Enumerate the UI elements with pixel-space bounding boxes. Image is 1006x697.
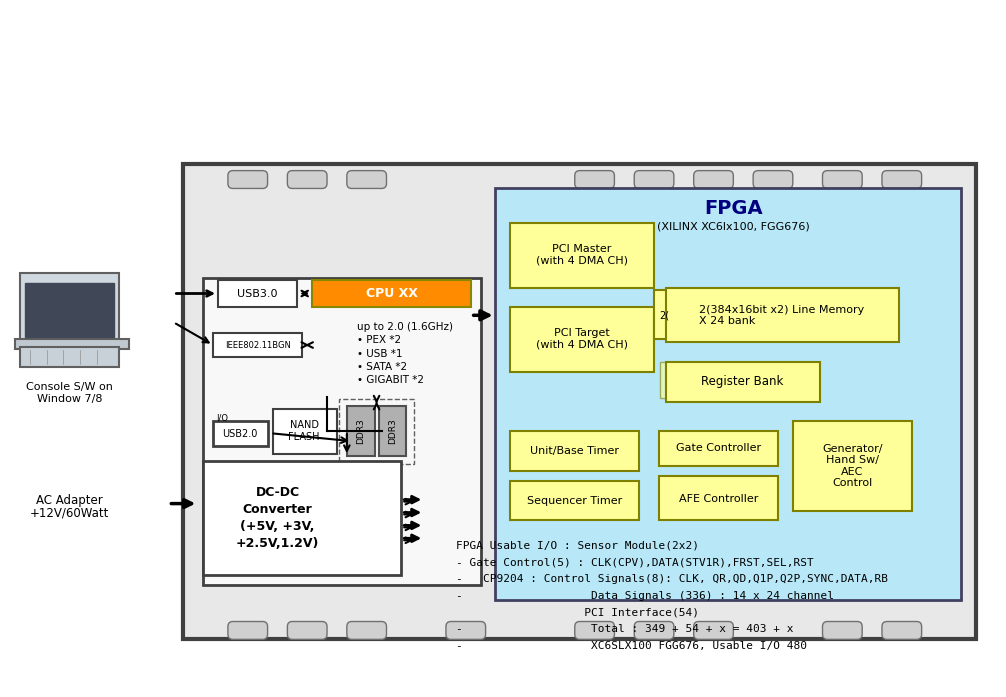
Text: -                   XC6SLX100 FGG676, Usable I/O 480: - XC6SLX100 FGG676, Usable I/O 480 (456, 641, 807, 651)
Bar (218, 279, 298, 307)
Text: 2(384x16bit x2) Line Memory
X 24 bank: 2(384x16bit x2) Line Memory X 24 bank (698, 305, 864, 326)
Text: Console S/W on: Console S/W on (26, 382, 113, 392)
Bar (213, 422, 268, 446)
Text: NAND
FLASH: NAND FLASH (289, 420, 320, 442)
FancyBboxPatch shape (694, 622, 733, 639)
FancyBboxPatch shape (753, 171, 793, 188)
FancyBboxPatch shape (288, 171, 327, 188)
Bar (347, 406, 374, 456)
FancyBboxPatch shape (347, 171, 386, 188)
Text: Register Bank: Register Bank (701, 375, 784, 388)
Bar (793, 422, 911, 510)
FancyBboxPatch shape (228, 622, 268, 639)
FancyBboxPatch shape (694, 171, 733, 188)
Text: PCI Interface(54): PCI Interface(54) (456, 608, 699, 618)
Text: Gate Controller: Gate Controller (676, 443, 761, 453)
Bar (203, 277, 481, 585)
Bar (378, 406, 406, 456)
Bar (666, 288, 898, 342)
FancyBboxPatch shape (347, 622, 386, 639)
FancyBboxPatch shape (228, 171, 268, 188)
Text: 2(: 2( (659, 310, 669, 321)
Bar (510, 307, 654, 372)
Text: Unit/Base Timer: Unit/Base Timer (530, 446, 620, 456)
Bar (20, 273, 119, 342)
Text: I/O: I/O (216, 414, 228, 423)
Bar (654, 289, 674, 339)
Text: Sequencer Timer: Sequencer Timer (527, 496, 623, 505)
Text: DC-DC
Converter
(+5V, +3V,
+2.5V,1.2V): DC-DC Converter (+5V, +3V, +2.5V,1.2V) (235, 487, 319, 551)
Text: -                   Data Signals (336) : 14 x 24 channel: - Data Signals (336) : 14 x 24 channel (456, 591, 834, 601)
Bar (20, 347, 119, 367)
Bar (213, 333, 302, 357)
Bar (510, 223, 654, 288)
Bar (15, 339, 129, 349)
Bar (496, 188, 962, 599)
Text: PCI Master
(with 4 DMA CH): PCI Master (with 4 DMA CH) (536, 244, 628, 266)
Text: DDR3: DDR3 (388, 418, 397, 444)
Text: USB2.0: USB2.0 (222, 429, 258, 439)
Bar (659, 431, 778, 466)
Text: FPGA: FPGA (704, 199, 763, 218)
Text: +12V/60Watt: +12V/60Watt (30, 506, 109, 519)
Bar (659, 476, 778, 521)
Text: (XILINX XC6lx100, FGG676): (XILINX XC6lx100, FGG676) (657, 221, 810, 231)
Text: -   CP9204 : Control Signals(8): CLK, QR,QD,Q1P,Q2P,SYNC,DATA,RB: - CP9204 : Control Signals(8): CLK, QR,Q… (456, 574, 888, 584)
Bar (25, 282, 114, 337)
Text: -                   Total : 349 + 54 + x = 403 + x: - Total : 349 + 54 + x = 403 + x (456, 625, 794, 634)
Bar (666, 362, 820, 401)
Bar (510, 431, 639, 471)
Text: AC Adapter: AC Adapter (36, 494, 103, 507)
Text: DDR3: DDR3 (356, 418, 365, 444)
Text: up to 2.0 (1.6GHz)
• PEX *2
• USB *1
• SATA *2
• GIGABIT *2: up to 2.0 (1.6GHz) • PEX *2 • USB *1 • S… (357, 322, 453, 385)
Text: - Gate Control(5) : CLK(CPV),DATA(STV1R),FRST,SEL,RST: - Gate Control(5) : CLK(CPV),DATA(STV1R)… (456, 557, 814, 567)
Bar (183, 164, 976, 639)
FancyBboxPatch shape (574, 622, 615, 639)
Text: AFE Controller: AFE Controller (679, 493, 759, 504)
Text: Window 7/8: Window 7/8 (36, 394, 103, 404)
Bar (203, 461, 401, 575)
Bar (273, 409, 337, 454)
Text: PCI Target
(with 4 DMA CH): PCI Target (with 4 DMA CH) (536, 328, 628, 350)
Text: USB3.0: USB3.0 (237, 289, 278, 298)
FancyBboxPatch shape (634, 171, 674, 188)
FancyBboxPatch shape (823, 171, 862, 188)
Text: FPGA Usable I/O : Sensor Module(2x2): FPGA Usable I/O : Sensor Module(2x2) (456, 540, 699, 550)
Text: IEEE802.11BGN: IEEE802.11BGN (224, 341, 291, 349)
FancyBboxPatch shape (574, 171, 615, 188)
Text: Generator/
Hand Sw/
AEC
Control: Generator/ Hand Sw/ AEC Control (822, 443, 882, 489)
Bar (510, 481, 639, 521)
FancyBboxPatch shape (882, 622, 921, 639)
Bar (339, 399, 414, 464)
FancyBboxPatch shape (823, 622, 862, 639)
FancyBboxPatch shape (446, 622, 486, 639)
FancyBboxPatch shape (882, 171, 921, 188)
FancyBboxPatch shape (634, 622, 674, 639)
Bar (660, 362, 814, 397)
Text: CPU XX: CPU XX (365, 287, 417, 300)
FancyBboxPatch shape (288, 622, 327, 639)
Bar (312, 279, 471, 307)
Bar (670, 293, 893, 337)
